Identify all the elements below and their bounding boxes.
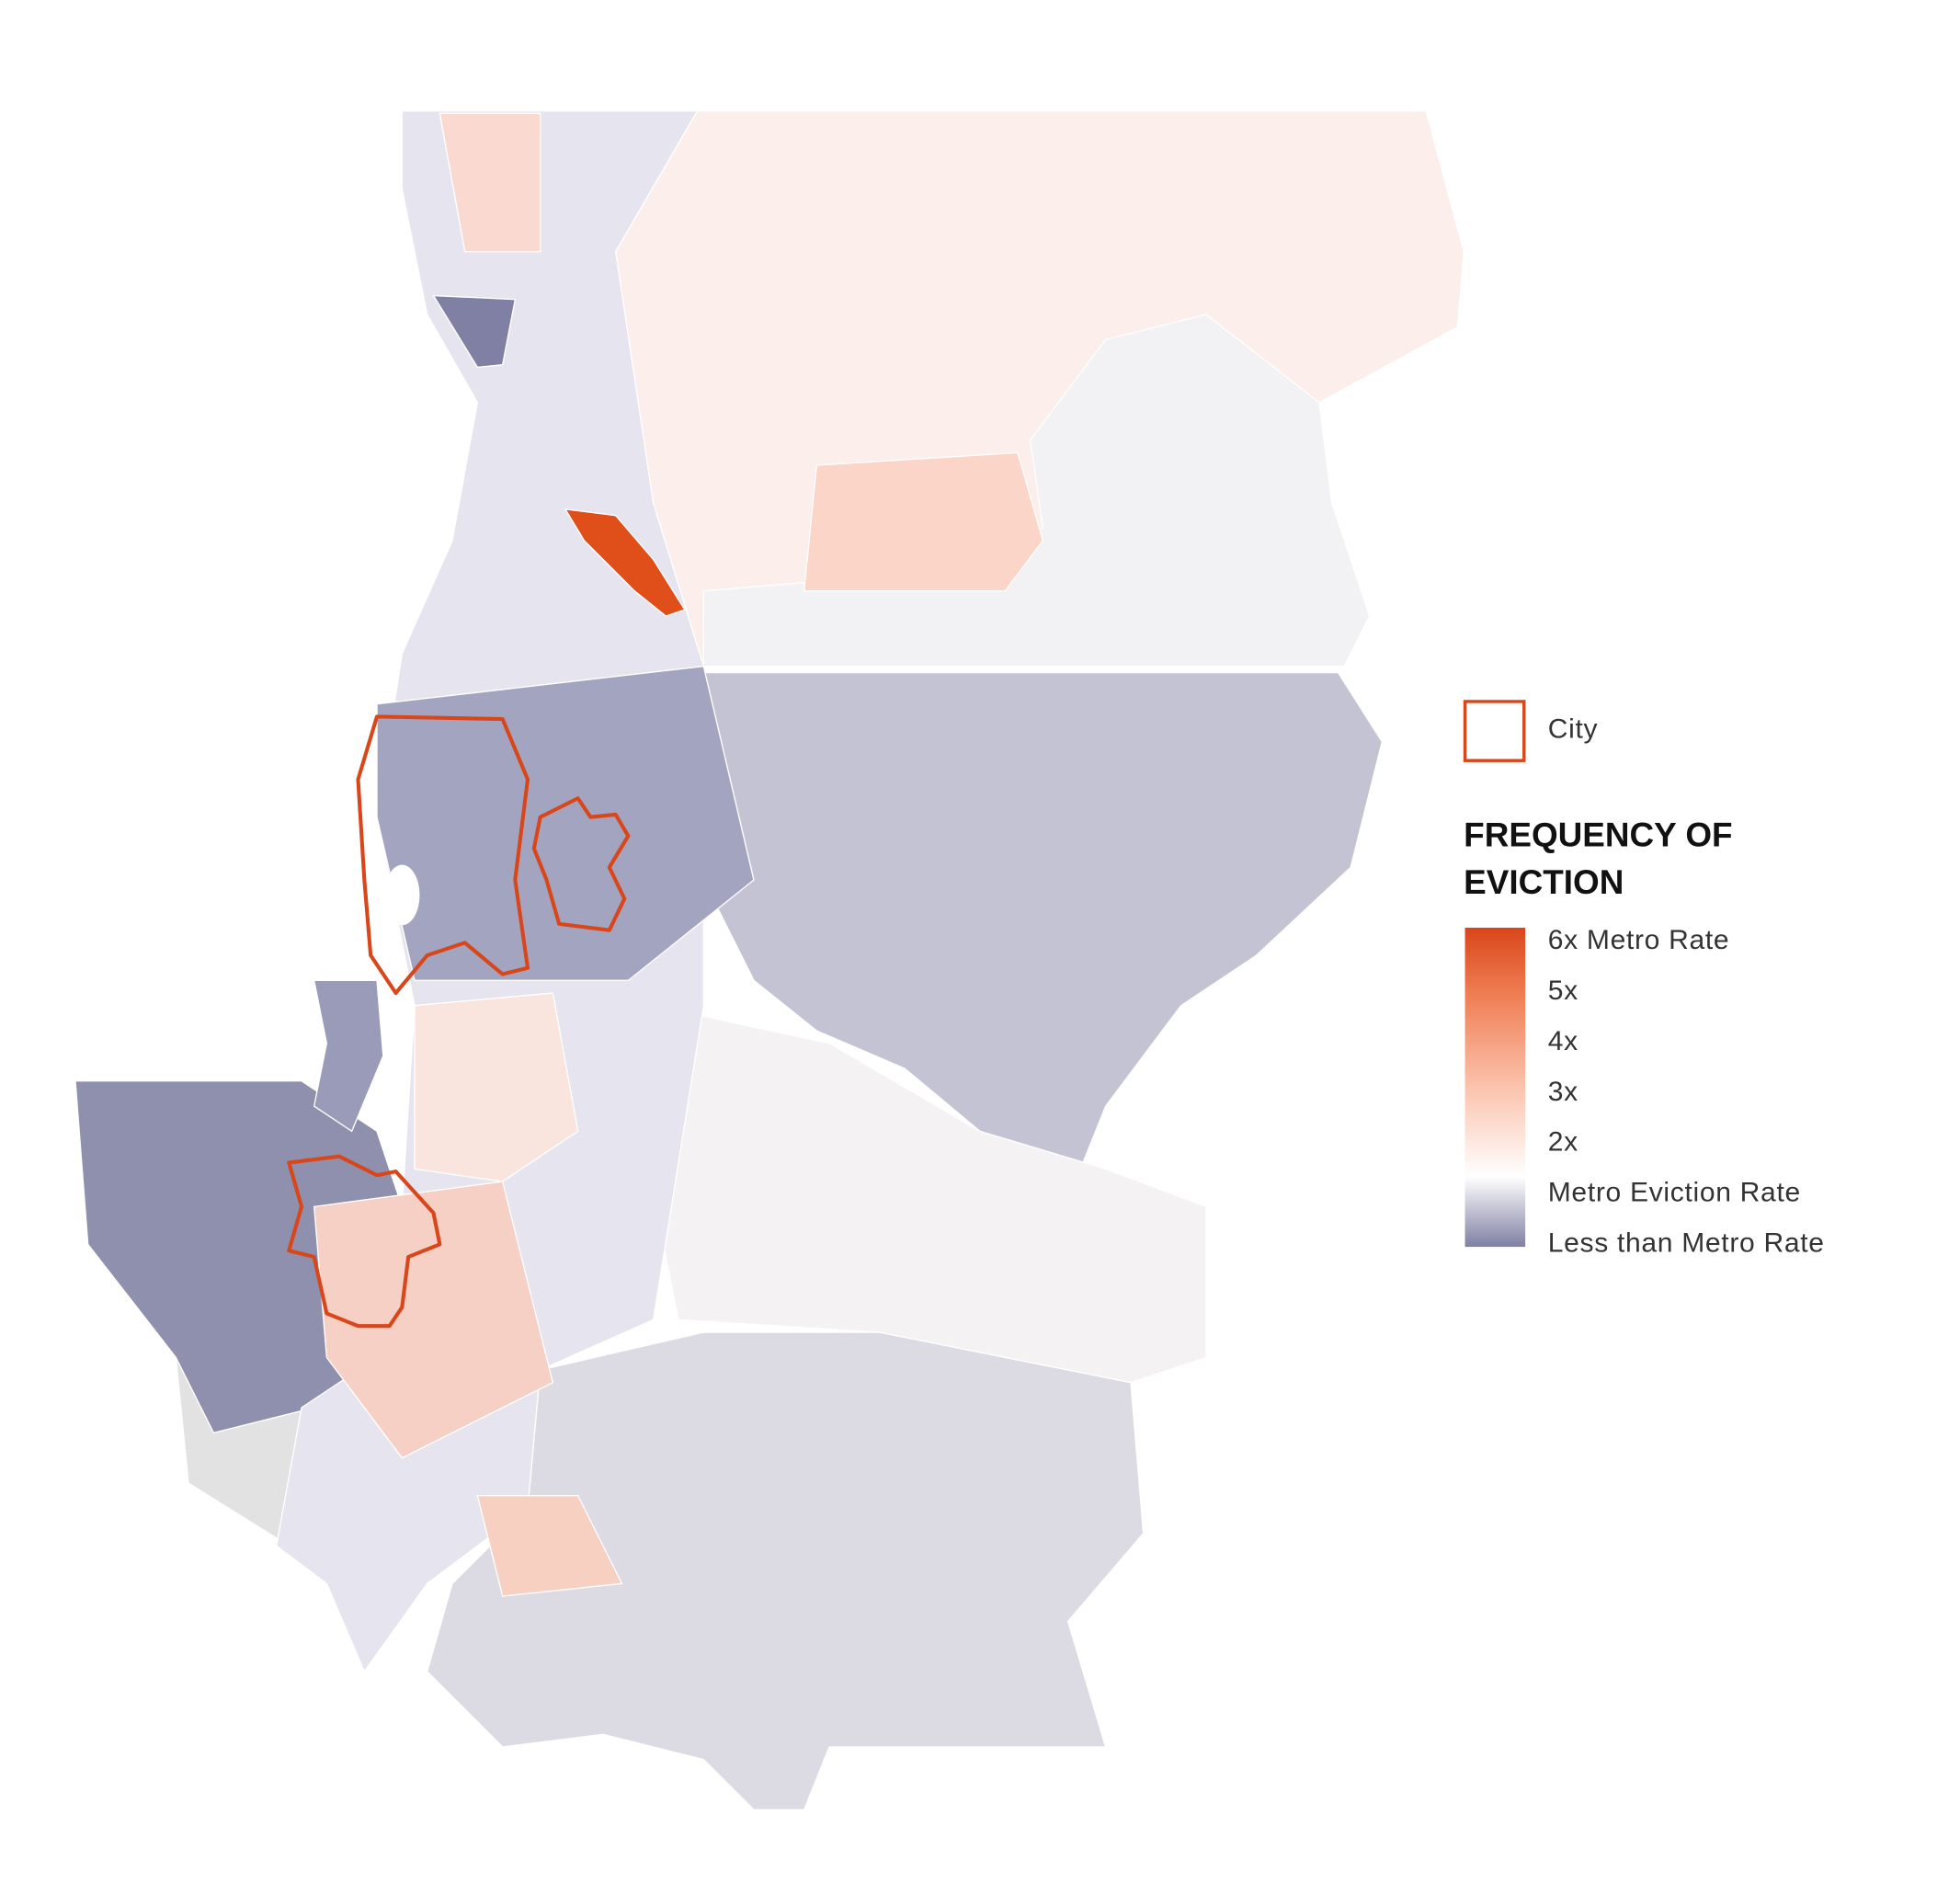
- water: [384, 864, 420, 926]
- legend-title: FREQUENCY OF: [1464, 816, 1732, 853]
- color-scale: [1464, 927, 1526, 1248]
- scale-label: 6x Metro Rate: [1548, 925, 1730, 955]
- city-swatch: [1463, 700, 1526, 762]
- city-outline: [531, 796, 631, 932]
- region: [313, 979, 384, 1133]
- region: [376, 665, 755, 982]
- map: [74, 109, 1464, 1811]
- region: [432, 294, 517, 369]
- region: [414, 992, 579, 1182]
- region: [702, 671, 1384, 1170]
- legend-title: EVICTION: [1464, 863, 1624, 901]
- city-outline: [356, 714, 530, 996]
- scale-label: 3x: [1548, 1077, 1578, 1107]
- region: [652, 1004, 1207, 1384]
- region: [564, 508, 686, 617]
- scale-label: Metro Eviction Rate: [1548, 1178, 1801, 1208]
- scale-label: Less than Metro Rate: [1548, 1228, 1825, 1259]
- region: [426, 1331, 1145, 1811]
- legend: City FREQUENCY OF EVICTION 6x Metro Rate…: [1463, 700, 1825, 1259]
- scale-label: 5x: [1548, 976, 1578, 1006]
- region: [476, 1495, 623, 1597]
- scale-label: 4x: [1548, 1026, 1578, 1056]
- region: [313, 1181, 554, 1459]
- legend-label: City: [1548, 713, 1598, 744]
- region: [803, 451, 1044, 592]
- scale-label: 2x: [1548, 1127, 1578, 1158]
- scale-labels: 6x Metro Rate 5x 4x 3x 2x Metro Eviction Rate…: [1548, 925, 1825, 1259]
- region: [439, 112, 541, 253]
- city-outline: [287, 1154, 442, 1329]
